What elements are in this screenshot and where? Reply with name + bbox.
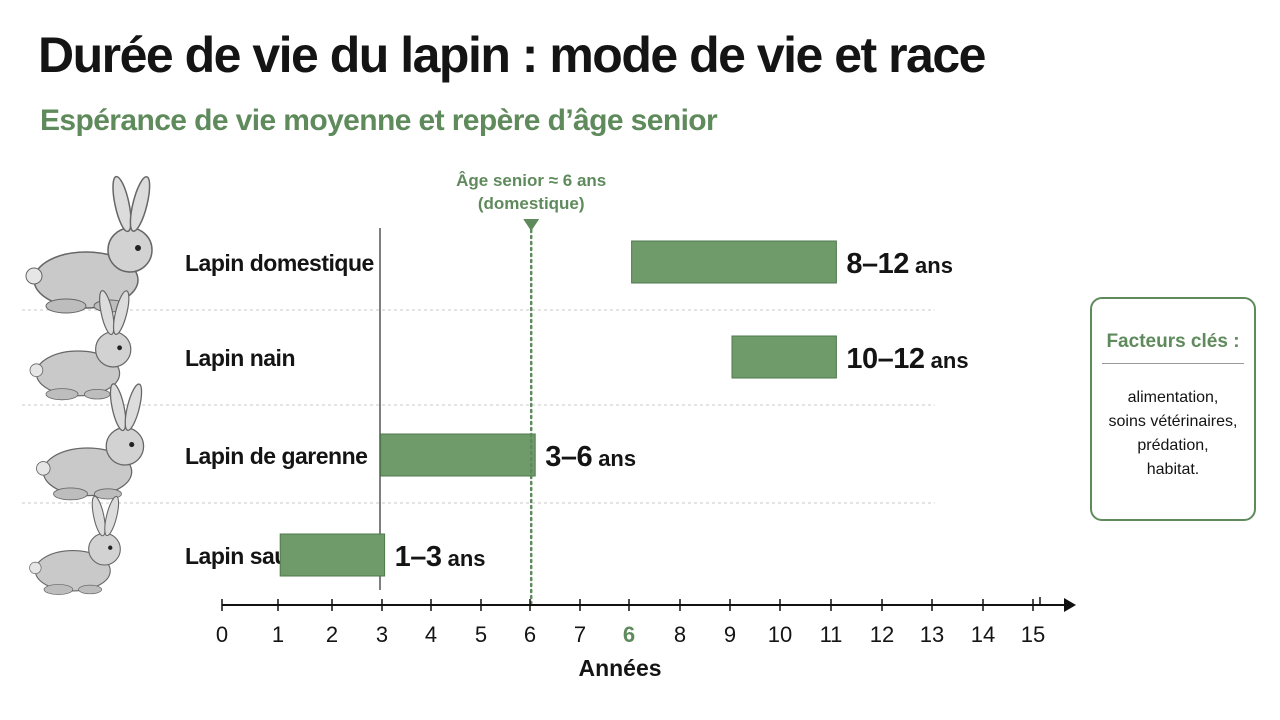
x-tick-label: 6 [524,622,536,647]
lifespan-bar [631,240,837,284]
factors-box: Facteurs clés : alimentation, soins vété… [1090,297,1256,521]
category-label: Lapin de garenne [185,443,367,469]
factor-item: soins vétérinaires, [1108,413,1238,430]
value-label: 3–6 ans [545,441,636,473]
lifespan-bar [380,433,536,477]
x-tick-label: 9 [724,622,736,647]
value-label: 10–12 ans [846,343,968,375]
chart-title: Durée de vie du lapin : mode de vie et r… [38,27,986,83]
x-tick-label: 0 [216,622,228,647]
value-label: 8–12 ans [846,248,953,280]
lifespan-bar [731,335,837,379]
x-tick-label: 8 [674,622,686,647]
x-tick-label: 3 [376,622,388,647]
x-tick-label: 5 [475,622,487,647]
x-tick-label: 4 [425,622,437,647]
factor-item: prédation, [1137,437,1209,454]
x-tick-label: 13 [920,622,944,647]
factor-item: alimentation, [1127,389,1219,406]
x-tick-label: 10 [768,622,792,647]
rabbit-garenne-icon [36,383,145,501]
value-label: 1–3 ans [395,541,486,573]
rabbit-dwarf-icon [29,290,132,401]
x-tick-label: 7 [574,622,586,647]
x-tick-label: 14 [971,622,995,647]
chart-subtitle: Espérance de vie moyenne et repère d’âge… [40,104,718,137]
factors-list: alimentation, soins vétérinaires, prédat… [1092,386,1254,482]
rabbit-domestic-icon [25,175,153,314]
category-label: Lapin nain [185,345,295,371]
factor-item: habitat. [1146,461,1200,478]
lifespan-bar [279,533,386,577]
x-axis-title: Années [578,655,661,681]
x-tick-label: 12 [870,622,894,647]
x-axis-arrow-icon [1064,598,1076,612]
x-tick-label: 15 [1021,622,1045,647]
x-tick-label: 1 [272,622,284,647]
factors-title: Facteurs clés : [1102,331,1244,364]
category-label: Lapin domestique [185,250,374,276]
x-tick-label: 2 [326,622,338,647]
x-tick-label: 6 [623,622,635,647]
rabbit-wild-icon [29,495,121,595]
senior-marker-icon [523,219,540,231]
senior-label: Âge senior ≈ 6 ans [456,171,606,190]
senior-label-sub: (domestique) [478,194,585,213]
x-tick-label: 11 [820,622,843,647]
